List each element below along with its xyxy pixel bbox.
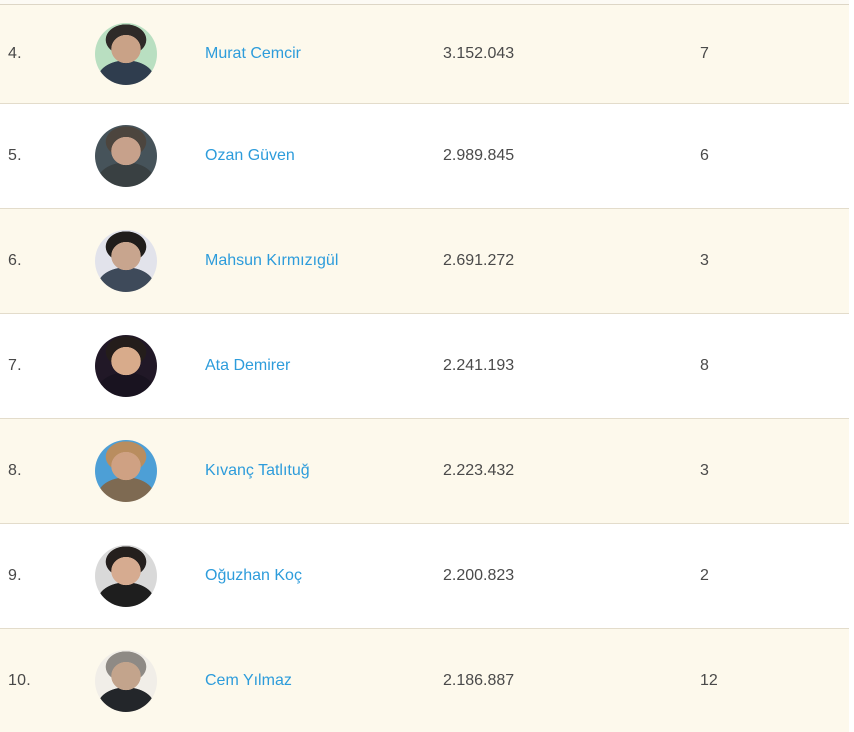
box-office-value: 2.989.845 [443, 147, 515, 164]
actor-name-link[interactable]: Ata Demirer [205, 357, 291, 374]
table-row-partial [0, 0, 854, 5]
actor-avatar[interactable] [95, 230, 157, 292]
box-office-value: 2.691.272 [443, 252, 515, 269]
table-row: 4. Murat Cemcir 3.152.043 7 [0, 5, 854, 104]
film-count: 2 [700, 567, 709, 584]
actor-avatar[interactable] [95, 335, 157, 397]
box-office-value: 2.200.823 [443, 567, 515, 584]
actor-name-link[interactable]: Murat Cemcir [205, 45, 302, 62]
actor-avatar[interactable] [95, 125, 157, 187]
box-office-value: 2.241.193 [443, 357, 515, 374]
actor-name-link[interactable]: Oğuzhan Koç [205, 567, 302, 584]
film-count: 12 [700, 671, 718, 689]
rank-label: 7. [8, 357, 22, 374]
film-count: 6 [700, 147, 709, 164]
actor-name-link[interactable]: Kıvanç Tatlıtuğ [205, 462, 310, 479]
box-office-value: 3.152.043 [443, 45, 515, 62]
rank-label: 4. [8, 45, 22, 62]
actor-avatar[interactable] [95, 545, 157, 607]
table-row: 7. Ata Demirer 2.241.193 8 [0, 314, 854, 419]
table-row: 5. Ozan Güven 2.989.845 6 [0, 104, 854, 209]
rank-label: 5. [8, 147, 22, 164]
box-office-value: 2.186.887 [443, 671, 515, 689]
table-row: 10. Cem Yılmaz 2.186.887 12 [0, 629, 854, 732]
rank-label: 8. [8, 462, 22, 479]
actor-name-link[interactable]: Mahsun Kırmızıgül [205, 252, 339, 269]
film-count: 7 [700, 45, 709, 62]
rank-label: 6. [8, 252, 22, 269]
table-row: 8. Kıvanç Tatlıtuğ 2.223.432 3 [0, 419, 854, 524]
table-row: 9. Oğuzhan Koç 2.200.823 2 [0, 524, 854, 629]
box-office-value: 2.223.432 [443, 462, 515, 479]
film-count: 8 [700, 357, 709, 374]
rank-label: 10. [8, 671, 31, 689]
table-row: 6. Mahsun Kırmızıgül 2.691.272 3 [0, 209, 854, 314]
actor-avatar[interactable] [95, 23, 157, 85]
actor-avatar[interactable] [95, 649, 157, 712]
actor-name-link[interactable]: Cem Yılmaz [205, 671, 292, 689]
actor-name-link[interactable]: Ozan Güven [205, 147, 295, 164]
rank-label: 9. [8, 567, 22, 584]
film-count: 3 [700, 252, 709, 269]
page-edge-strip [849, 0, 854, 732]
film-count: 3 [700, 462, 709, 479]
actor-avatar[interactable] [95, 440, 157, 502]
